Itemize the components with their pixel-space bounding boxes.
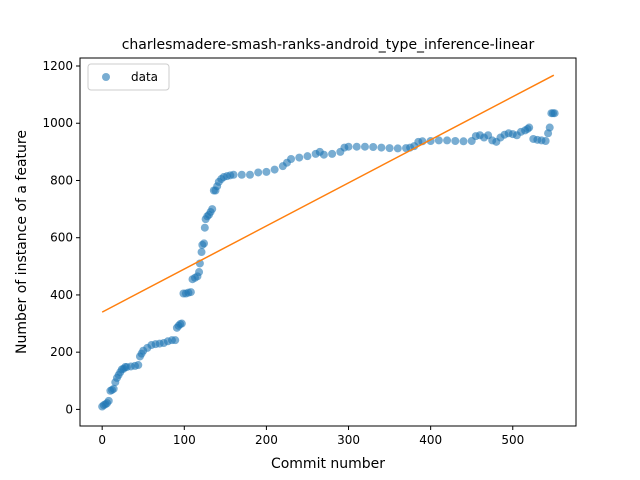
data-point [295,153,304,162]
legend-marker [102,73,110,81]
data-point [254,168,263,177]
data-point [393,144,402,153]
data-point [237,170,246,179]
data-point [303,152,312,161]
data-point [434,136,443,145]
data-point [328,149,337,158]
data-point [262,167,271,176]
x-tick-label: 500 [501,433,524,447]
x-tick-label: 0 [98,433,106,447]
data-point [186,288,195,297]
data-point [270,165,279,174]
data-point [104,396,113,405]
data-point [385,144,394,153]
data-point [352,142,361,151]
data-point [177,319,186,328]
y-tick-label: 200 [50,345,73,359]
data-point [545,123,554,132]
data-point [200,239,208,248]
x-tick-label: 200 [255,433,278,447]
y-tick-label: 600 [50,231,73,245]
data-point [377,143,386,152]
legend-label: data [131,70,158,84]
data-point [451,136,460,145]
data-point [134,361,143,370]
y-tick-label: 0 [65,402,73,416]
data-point [525,123,534,132]
data-point [197,248,206,257]
x-tick-label: 100 [173,433,196,447]
data-point [443,136,452,145]
data-point [208,205,217,214]
y-tick-label: 1000 [42,116,73,130]
fit-line [101,74,555,313]
data-point [287,155,296,164]
data-point [195,268,204,277]
data-point [369,143,378,151]
y-axis: 0 200 400 600 800 1000 1200 [42,59,80,416]
legend: data [87,63,170,91]
y-tick-label: 400 [50,288,73,302]
x-axis-label: Commit number [271,456,385,472]
legend-box [87,63,170,91]
y-tick-label: 800 [50,173,73,187]
data-point [109,384,118,393]
y-axis-label: Number of instance of a feature [14,130,30,354]
plot-area [98,74,559,411]
data-point [360,142,369,151]
data-point [344,142,353,151]
data-point [200,223,209,232]
data-point [229,170,238,179]
y-tick-label: 1200 [42,59,73,73]
chart-title: charlesmadere-smash-ranks-android_type_i… [122,37,535,53]
data-point [550,109,559,118]
x-axis: 0 100 200 300 400 500 [98,426,524,447]
data-point [245,170,254,179]
plot-frame [79,57,577,427]
data-point [319,150,328,159]
data-point [459,137,468,146]
data-point [541,136,550,145]
data-point [171,336,180,345]
x-tick-label: 300 [337,433,360,447]
x-tick-label: 400 [419,433,442,447]
